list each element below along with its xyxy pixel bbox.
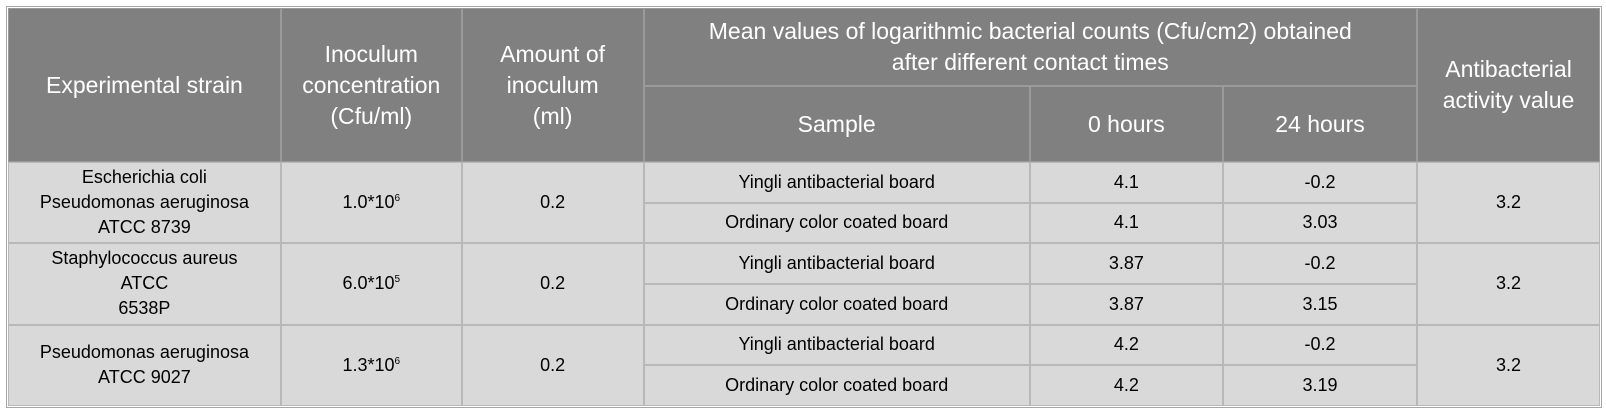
count-0h-cell: 4.1 xyxy=(1029,202,1223,244)
header-antibacterial-activity: Antibacterial activity value xyxy=(1417,8,1600,162)
header-inoculum-concentration: Inoculum concentration (Cfu/ml) xyxy=(280,8,462,162)
sample-name-cell: Ordinary color coated board xyxy=(643,365,1030,406)
count-24h-cell: 3.03 xyxy=(1222,202,1418,244)
count-24h-cell: -0.2 xyxy=(1222,243,1418,284)
count-24h-cell: 3.19 xyxy=(1222,365,1418,406)
sample-name-cell: Ordinary color coated board xyxy=(643,283,1030,325)
count-0h-cell: 3.87 xyxy=(1029,243,1223,284)
antibacterial-results-table: Experimental strain Inoculum concentrati… xyxy=(6,6,1602,408)
header-experimental-strain: Experimental strain xyxy=(8,8,281,162)
sample-name-cell: Ordinary color coated board xyxy=(643,202,1030,244)
concentration-cell: 1.3*106 xyxy=(280,324,462,407)
concentration-cell: 1.0*106 xyxy=(280,161,462,244)
amount-cell: 0.2 xyxy=(461,243,644,325)
count-0h-cell: 4.2 xyxy=(1029,324,1223,366)
count-0h-cell: 3.87 xyxy=(1029,283,1223,325)
amount-cell: 0.2 xyxy=(461,161,644,244)
header-sample: Sample xyxy=(643,86,1030,162)
sample-name-cell: Yingli antibacterial board xyxy=(643,162,1030,203)
count-0h-cell: 4.2 xyxy=(1029,365,1223,406)
sample-name-cell: Yingli antibacterial board xyxy=(643,324,1030,366)
header-amount-of-inoculum: Amount of inoculum (ml) xyxy=(461,8,644,162)
strain-cell: Pseudomonas aeruginosa ATCC 9027 xyxy=(8,324,281,407)
strain-cell: Staphylococcus aureus ATCC 6538P xyxy=(8,243,281,325)
sample-name-cell: Yingli antibacterial board xyxy=(643,243,1030,284)
activity-value-cell: 3.2 xyxy=(1417,324,1600,407)
header-mean-values: Mean values of logarithmic bacterial cou… xyxy=(643,8,1418,86)
activity-value-cell: 3.2 xyxy=(1417,161,1600,244)
count-24h-cell: -0.2 xyxy=(1222,324,1418,366)
strain-cell: Escherichia coli Pseudomonas aeruginosa … xyxy=(8,161,281,244)
count-0h-cell: 4.1 xyxy=(1029,162,1223,203)
count-24h-cell: -0.2 xyxy=(1222,162,1418,203)
header-0-hours: 0 hours xyxy=(1029,86,1223,162)
count-24h-cell: 3.15 xyxy=(1222,283,1418,325)
concentration-cell: 6.0*105 xyxy=(280,243,462,325)
header-24-hours: 24 hours xyxy=(1222,86,1418,162)
activity-value-cell: 3.2 xyxy=(1417,243,1600,325)
amount-cell: 0.2 xyxy=(461,324,644,407)
